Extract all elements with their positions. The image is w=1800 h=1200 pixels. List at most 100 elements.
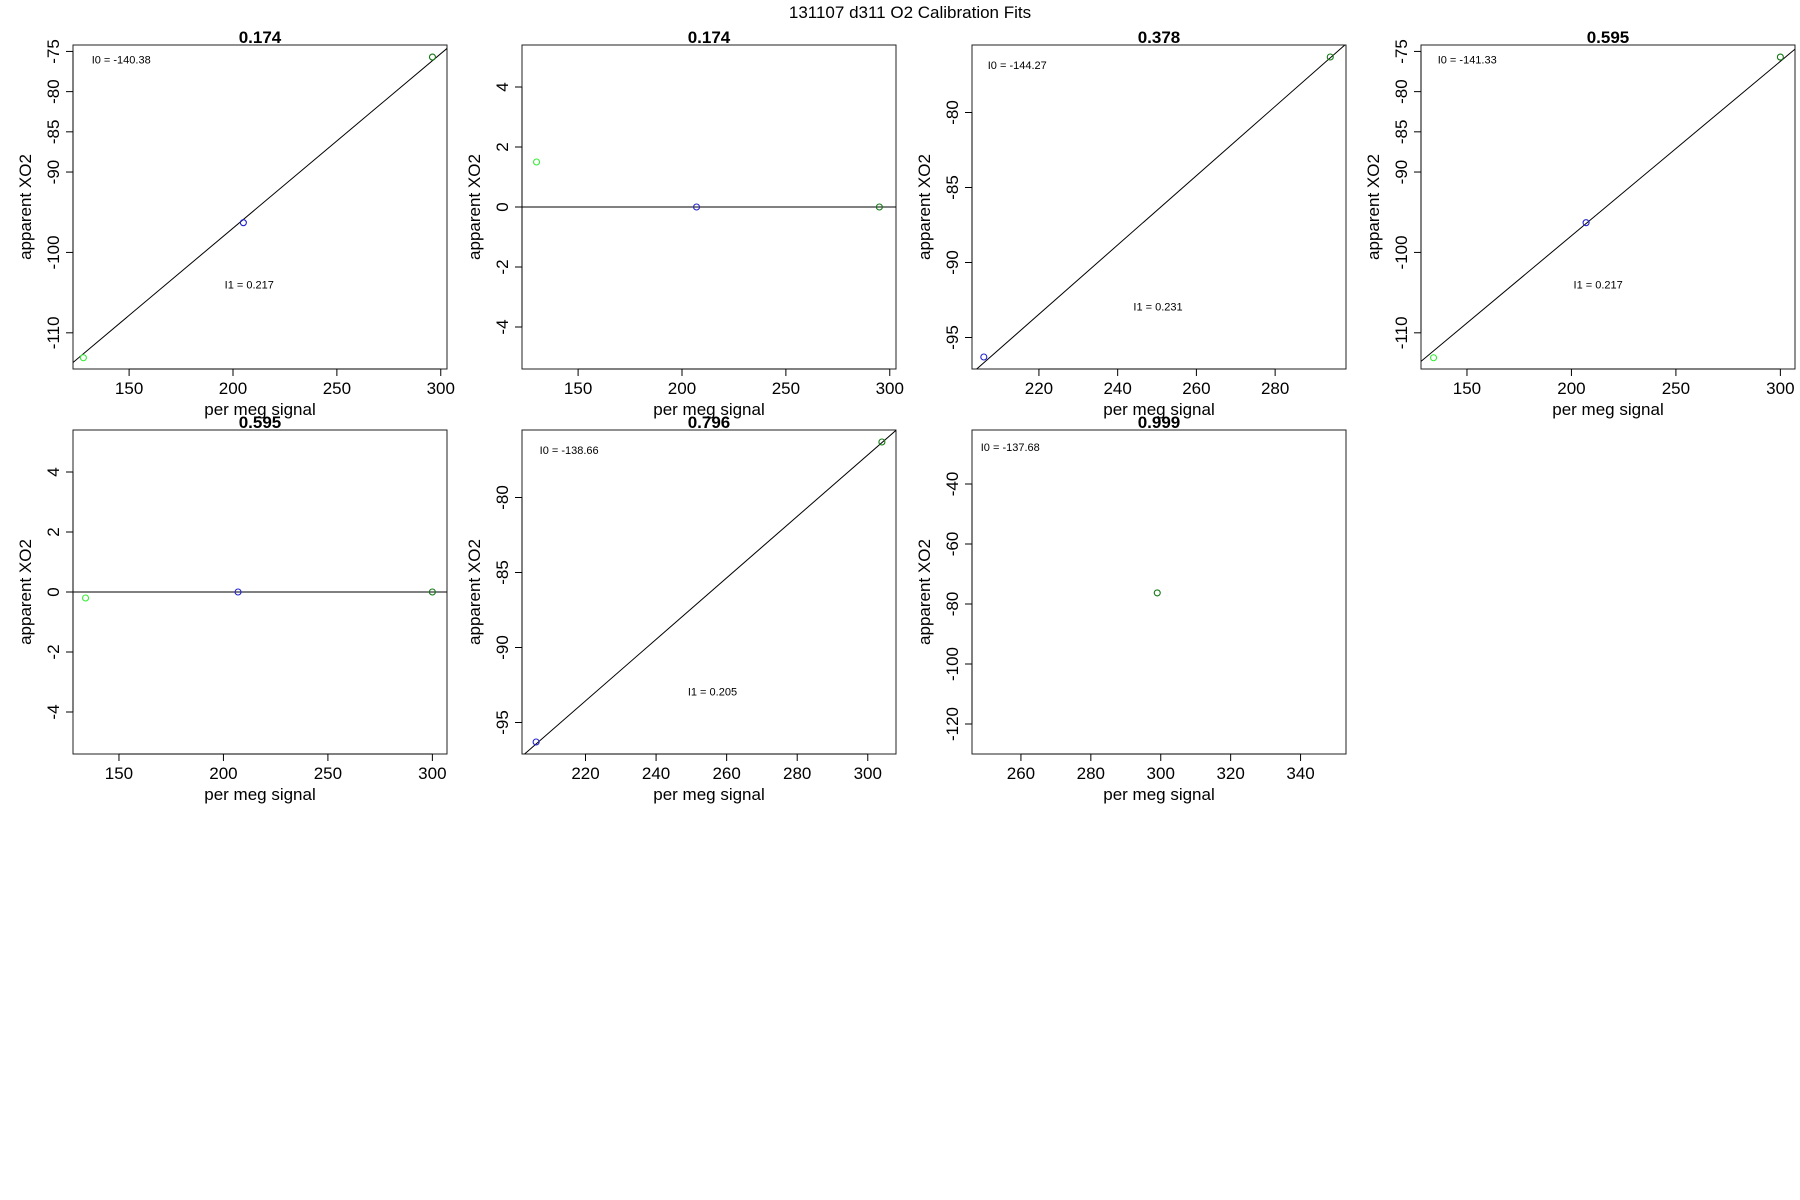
- x-tick-label: 200: [209, 764, 237, 783]
- y-tick-label: 0: [493, 202, 512, 211]
- y-tick-label: 0: [44, 587, 63, 596]
- x-axis: 220 240 260 280 per meg signal: [1025, 368, 1289, 419]
- y-tick-label: -80: [943, 100, 962, 125]
- y-tick-label: -95: [943, 325, 962, 350]
- panel-title: 0.174: [688, 28, 731, 47]
- fit-annotation: I0 = -140.38: [92, 54, 151, 66]
- x-tick-label: 340: [1286, 764, 1314, 783]
- x-tick-label: 200: [668, 379, 696, 398]
- data-point: [532, 738, 540, 746]
- y-tick-label: -90: [44, 160, 63, 185]
- y-tick-label: -4: [493, 319, 512, 334]
- y-tick-label: 2: [493, 142, 512, 151]
- y-tick-label: -120: [943, 707, 962, 741]
- y-tick-label: 4: [493, 82, 512, 91]
- y-tick-label: -85: [493, 560, 512, 585]
- x-tick-label: 300: [1147, 764, 1175, 783]
- y-tick-label: -2: [44, 644, 63, 659]
- chart-panel: 0.378 220 240 260 280 per meg signal -95 -90 -85…: [915, 28, 1347, 419]
- x-axis-label: per meg signal: [204, 400, 316, 419]
- x-tick-label: 150: [1453, 379, 1481, 398]
- y-tick-label: -100: [943, 647, 962, 681]
- x-tick-label: 250: [314, 764, 342, 783]
- x-tick-label: 260: [1007, 764, 1035, 783]
- y-axis-label: apparent XO2: [465, 539, 484, 645]
- fit-annotation: I0 = -141.33: [1438, 54, 1497, 66]
- y-tick-label: -40: [943, 472, 962, 497]
- x-tick-label: 280: [1077, 764, 1105, 783]
- y-tick-label: -85: [1392, 120, 1411, 145]
- y-tick-label: -2: [493, 259, 512, 274]
- y-axis: -110 -100 -90 -85 -80 -75 apparent XO2: [16, 39, 74, 349]
- plot-frame: [1420, 44, 1796, 370]
- x-tick-label: 300: [427, 379, 455, 398]
- panel-title: 0.595: [1587, 28, 1630, 47]
- x-tick-label: 150: [105, 764, 133, 783]
- fit-annotation: I1 = 0.217: [225, 280, 274, 292]
- fit-line: [975, 45, 1346, 369]
- y-tick-label: -110: [44, 316, 63, 349]
- y-axis-label: apparent XO2: [16, 154, 35, 260]
- y-tick-label: -90: [943, 250, 962, 275]
- fit-annotation: I1 = 0.217: [1574, 280, 1623, 292]
- y-axis-label: apparent XO2: [915, 539, 934, 645]
- plot-frame: [72, 44, 448, 370]
- y-tick-label: -90: [1392, 160, 1411, 185]
- y-axis-label: apparent XO2: [16, 539, 35, 645]
- x-axis: 150 200 250 300 per meg signal: [105, 753, 447, 804]
- x-tick-label: 300: [854, 764, 882, 783]
- y-tick-label: -100: [44, 235, 63, 269]
- data-point: [1326, 53, 1334, 61]
- x-axis: 150 200 250 300 per meg signal: [115, 368, 455, 419]
- x-tick-label: 250: [323, 379, 351, 398]
- x-tick-label: 300: [418, 764, 446, 783]
- x-axis-label: per meg signal: [204, 785, 316, 804]
- x-tick-label: 260: [712, 764, 740, 783]
- y-tick-label: 2: [44, 527, 63, 536]
- x-tick-label: 280: [1261, 379, 1289, 398]
- data-point: [532, 158, 541, 166]
- x-tick-label: 240: [642, 764, 670, 783]
- x-tick-label: 280: [783, 764, 811, 783]
- y-tick-label: -90: [493, 635, 512, 660]
- x-tick-label: 200: [1557, 379, 1585, 398]
- data-point: [428, 588, 436, 596]
- y-axis: -95 -90 -85 -80 apparent XO2: [465, 485, 523, 735]
- y-tick-label: -75: [1392, 39, 1411, 64]
- fit-annotation: I0 = -138.66: [540, 445, 599, 457]
- fit-annotation: I1 = 0.205: [688, 687, 737, 699]
- y-tick-label: -75: [44, 39, 63, 64]
- x-axis: 150 200 250 300 per meg signal: [1453, 368, 1795, 419]
- y-axis: -95 -90 -85 -80 apparent XO2: [915, 100, 973, 350]
- fit-line: [73, 47, 447, 364]
- x-axis: 260 280 300 320 340 per meg signal: [1007, 753, 1315, 804]
- x-axis-label: per meg signal: [653, 400, 765, 419]
- y-axis-label: apparent XO2: [465, 154, 484, 260]
- x-axis-label: per meg signal: [1103, 400, 1215, 419]
- data-point: [980, 353, 988, 361]
- chart-panel: 0.174 150 200 250 300 per meg signal -110 -100 -…: [16, 28, 455, 419]
- fit-annotation: I0 = -137.68: [981, 442, 1040, 454]
- figure-title: 131107 d311 O2 Calibration Fits: [789, 3, 1031, 22]
- x-tick-label: 150: [115, 379, 143, 398]
- x-tick-label: 200: [219, 379, 247, 398]
- fit-annotation: I0 = -144.27: [988, 60, 1047, 72]
- y-tick-label: -80: [493, 485, 512, 510]
- y-axis: -4 -2 0 2 4 apparent XO2: [465, 82, 523, 335]
- y-tick-label: -80: [1392, 79, 1411, 104]
- plot-frame: [971, 429, 1347, 755]
- panel-title: 0.174: [239, 28, 282, 47]
- x-axis: 220 240 260 280 300 per meg signal: [571, 753, 882, 804]
- y-axis: -110 -100 -90 -85 -80 -75 apparent XO2: [1364, 39, 1422, 349]
- fit-annotation: I1 = 0.231: [1133, 302, 1182, 314]
- panel-title: 0.595: [239, 413, 282, 432]
- chart-panel: 0.174 150 200 250 300 per meg signal -4 -2 0 2 4 ap…: [465, 28, 904, 419]
- data-point: [1153, 589, 1161, 597]
- fit-line: [523, 430, 896, 754]
- data-point: [79, 354, 87, 362]
- x-tick-label: 260: [1182, 379, 1210, 398]
- x-tick-label: 300: [876, 379, 904, 398]
